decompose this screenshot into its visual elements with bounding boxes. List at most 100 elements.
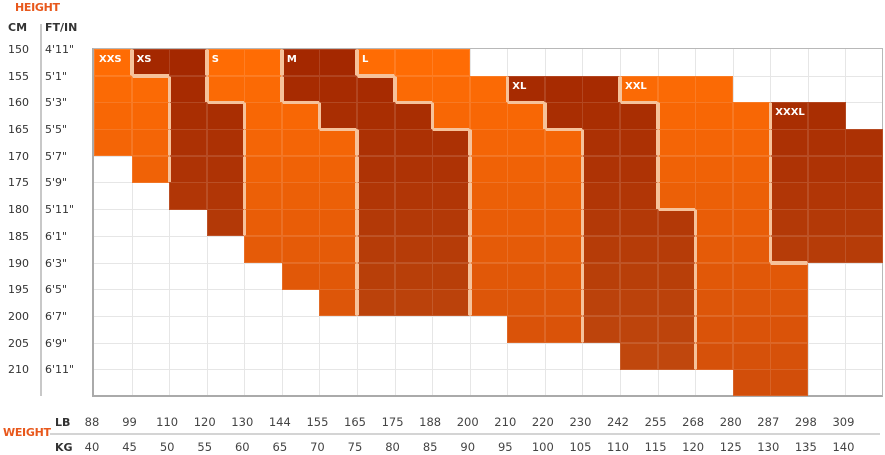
size-cell-xl xyxy=(620,209,659,237)
size-cell-xxl xyxy=(770,289,809,317)
size-cell-xs xyxy=(206,182,245,210)
size-cell-s xyxy=(206,75,245,103)
size-cell-s xyxy=(244,155,283,183)
size-cell-xl xyxy=(582,75,621,103)
size-cell-xxl xyxy=(732,289,771,317)
weight-lb-label: 155 xyxy=(306,415,329,429)
size-cell-xl xyxy=(582,182,621,210)
size-cell-xl xyxy=(582,315,621,344)
size-cell-l xyxy=(507,155,546,183)
height-cm-label: 205 xyxy=(8,336,29,350)
size-cell-xxl xyxy=(732,342,771,370)
height-ftin-label: 6'9" xyxy=(45,336,68,350)
size-label: XS xyxy=(136,54,152,65)
size-cell-xxl xyxy=(695,262,734,290)
size-cell-xxl xyxy=(732,129,771,157)
size-cell-l xyxy=(507,315,546,344)
axis-divider xyxy=(40,24,42,396)
size-cell-m xyxy=(281,75,320,103)
size-cell-xxl xyxy=(732,155,771,183)
weight-kg-label: 60 xyxy=(234,440,250,454)
size-cell-xs xyxy=(169,49,208,77)
size-cell-xl xyxy=(620,235,659,264)
size-cell-xxs xyxy=(94,129,133,157)
height-ftin-label: 6'7" xyxy=(45,309,68,323)
size-cell-s xyxy=(319,235,358,264)
size-cell-xl xyxy=(620,315,659,344)
height-ftin-label: 6'11" xyxy=(45,363,75,377)
size-cell-xxl xyxy=(732,102,771,130)
kg-header: KG xyxy=(55,441,73,454)
height-ftin-label: 6'1" xyxy=(45,229,68,243)
size-cell-xxxl xyxy=(807,102,846,130)
size-cell-m xyxy=(357,155,396,183)
size-cell-l xyxy=(469,289,508,317)
size-label: XXS xyxy=(99,54,122,65)
size-cell-l xyxy=(544,155,583,183)
cm-header: CM xyxy=(8,21,28,34)
size-cell-xl xyxy=(620,262,659,290)
weight-lb-label: 220 xyxy=(531,415,554,429)
height-ftin-label: 5'11" xyxy=(45,203,75,217)
size-cell-s xyxy=(281,235,320,264)
weight-lb-label: 188 xyxy=(419,415,442,429)
height-ftin-label: 5'1" xyxy=(45,69,68,83)
weight-lb-label: 175 xyxy=(381,415,404,429)
size-cell-xxs xyxy=(131,75,170,103)
weight-lb-label: 110 xyxy=(156,415,179,429)
size-cell-m xyxy=(432,182,471,210)
size-cell-l xyxy=(432,75,471,103)
weight-lb-label: 230 xyxy=(569,415,592,429)
size-cell-xxl xyxy=(695,289,734,317)
size-label: XXXL xyxy=(775,107,805,119)
size-cell-xl xyxy=(582,129,621,157)
size-cell-xl xyxy=(620,289,659,317)
size-cell-s xyxy=(281,129,320,157)
weight-kg-label: 95 xyxy=(497,440,513,454)
height-cm-label: 180 xyxy=(8,203,29,217)
size-cell-xl xyxy=(582,155,621,183)
size-cell-xxl xyxy=(695,315,734,344)
size-cell-m xyxy=(432,262,471,290)
height-cm-label: 175 xyxy=(8,176,29,190)
size-cell-xxl xyxy=(770,342,809,370)
size-cell-m xyxy=(319,75,358,103)
weight-kg-label: 130 xyxy=(757,440,780,454)
size-cell-xs xyxy=(206,102,245,130)
size-cell-xl xyxy=(582,235,621,264)
size-cell-xxs xyxy=(131,102,170,130)
size-cell-xxxl xyxy=(845,155,884,183)
size-cell-l xyxy=(507,289,546,317)
size-cell-m xyxy=(319,49,358,77)
weight-lb-label: 309 xyxy=(832,415,855,429)
height-cm-label: 210 xyxy=(8,363,29,377)
size-cell-l xyxy=(469,102,508,130)
size-cell-xl xyxy=(582,209,621,237)
size-cell-l xyxy=(507,102,546,130)
weight-kg-label: 125 xyxy=(719,440,742,454)
size-cell-s xyxy=(281,102,320,130)
weight-kg-label: 105 xyxy=(569,440,592,454)
size-cell-s xyxy=(244,182,283,210)
size-cell-m xyxy=(432,209,471,237)
size-cell-m xyxy=(394,262,433,290)
size-cell-l xyxy=(544,235,583,264)
size-label: XXL xyxy=(625,80,647,92)
size-cell-xxxl xyxy=(807,155,846,183)
height-axis-title: HEIGHT xyxy=(15,1,60,14)
size-cell-s xyxy=(319,262,358,290)
size-cell-xxl xyxy=(695,235,734,264)
size-cell-xs xyxy=(206,209,245,237)
grid-line-horizontal xyxy=(94,315,882,317)
weight-kg-label: 85 xyxy=(422,440,438,454)
size-cell-xxl xyxy=(732,262,771,290)
lb-header: LB xyxy=(55,416,71,429)
size-cell-xxxl xyxy=(770,129,809,157)
size-cell-l xyxy=(469,262,508,290)
weight-axis-title: WEIGHT xyxy=(3,426,51,439)
weight-lb-label: 120 xyxy=(193,415,216,429)
size-cell-xxxl xyxy=(770,235,809,264)
size-cell-m xyxy=(357,262,396,290)
grid-line-horizontal xyxy=(94,369,882,371)
size-cell-m xyxy=(357,289,396,317)
